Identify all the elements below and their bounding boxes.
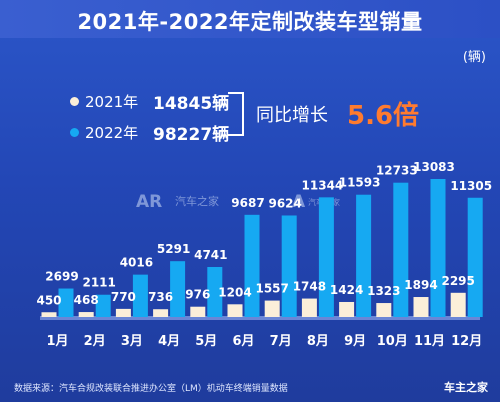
growth-value: 5.6倍 bbox=[347, 101, 420, 131]
data-label-2021-1: 450 bbox=[36, 293, 61, 307]
bar-2021-10 bbox=[376, 303, 392, 317]
data-label-2022-10: 12733 bbox=[376, 164, 418, 178]
data-label-2022-3: 4016 bbox=[120, 256, 153, 270]
legend-swatch-2021 bbox=[70, 97, 79, 106]
data-source-note: 数据来源：汽车合规改装联合推进办公室（LM）机动车终端销量数据 bbox=[14, 384, 288, 394]
bar-2021-1 bbox=[41, 312, 57, 317]
data-label-2021-7: 1557 bbox=[255, 282, 288, 296]
x-tick-1: 1月 bbox=[46, 334, 68, 349]
data-label-2021-12: 2295 bbox=[441, 274, 474, 288]
legend-total-2022: 98227辆 bbox=[153, 125, 230, 145]
data-label-2021-5: 976 bbox=[185, 288, 210, 302]
x-tick-3: 3月 bbox=[121, 334, 143, 349]
legend-item-2021: 2021年 14845辆 bbox=[70, 89, 229, 114]
bar-2022-10 bbox=[393, 182, 409, 317]
bar-2022-7 bbox=[281, 215, 297, 317]
x-tick-9: 9月 bbox=[344, 334, 366, 349]
chart-title: 2021年-2022年定制改装车型销量 bbox=[77, 10, 423, 34]
data-label-2022-8: 11344 bbox=[302, 178, 344, 192]
x-ticks-layer: 1月 2月 3月 4月 5月 6月 7月 8月 9月 10月 11月 12月 bbox=[46, 334, 482, 349]
x-tick-6: 6月 bbox=[232, 334, 254, 349]
data-label-2022-7: 9624 bbox=[268, 196, 301, 210]
x-tick-8: 8月 bbox=[307, 334, 329, 349]
bar-2022-9 bbox=[356, 194, 372, 317]
data-label-2022-1: 2699 bbox=[45, 270, 78, 284]
legend-year-2022: 2022年 bbox=[85, 124, 139, 142]
bar-2022-4 bbox=[170, 261, 186, 317]
data-label-2022-5: 4741 bbox=[194, 248, 227, 262]
bar-2022-6 bbox=[244, 214, 260, 317]
bar-2021-5 bbox=[190, 306, 206, 317]
watermark-mark-right: A bbox=[292, 192, 306, 212]
data-label-2022-2: 2111 bbox=[82, 276, 115, 290]
title-bar bbox=[0, 0, 500, 38]
footer-logo: 车主之家 bbox=[444, 381, 488, 394]
data-label-2022-11: 13083 bbox=[413, 160, 455, 174]
x-tick-7: 7月 bbox=[270, 334, 292, 349]
data-label-2022-4: 5291 bbox=[157, 242, 190, 256]
data-label-2021-2: 468 bbox=[74, 293, 99, 307]
bar-2022-2 bbox=[95, 294, 111, 317]
x-tick-5: 5月 bbox=[195, 334, 217, 349]
watermark-text-left: 汽车之家 bbox=[175, 194, 219, 208]
x-tick-11: 11月 bbox=[414, 334, 445, 349]
legend-bracket bbox=[228, 92, 244, 136]
bars-layer bbox=[41, 179, 483, 317]
bar-2022-5 bbox=[207, 266, 223, 317]
unit-label: (辆) bbox=[462, 50, 486, 65]
bar-2021-3 bbox=[115, 308, 131, 317]
bar-2022-1 bbox=[58, 288, 74, 317]
data-label-2022-12: 11305 bbox=[450, 179, 492, 193]
bar-2021-11 bbox=[413, 297, 429, 317]
bar-2021-9 bbox=[339, 301, 355, 317]
bar-2022-3 bbox=[132, 274, 148, 317]
bar-2021-2 bbox=[78, 312, 94, 317]
legend-swatch-2022 bbox=[70, 128, 79, 137]
bar-2021-8 bbox=[301, 298, 317, 317]
data-label-2021-9: 1424 bbox=[330, 283, 363, 297]
data-label-2022-9: 11593 bbox=[339, 176, 381, 190]
bar-2022-12 bbox=[467, 197, 483, 317]
data-label-2021-11: 1894 bbox=[404, 278, 437, 292]
x-tick-2: 2月 bbox=[84, 334, 106, 349]
x-tick-12: 12月 bbox=[451, 334, 482, 349]
legend-item-2022: 2022年 98227辆 bbox=[70, 120, 229, 145]
legend-year-2021: 2021年 bbox=[85, 93, 139, 111]
bar-2022-11 bbox=[430, 179, 446, 317]
bar-2021-7 bbox=[264, 300, 280, 317]
x-tick-4: 4月 bbox=[158, 334, 180, 349]
watermark-mark-left: AR bbox=[136, 192, 162, 212]
bar-2022-8 bbox=[318, 197, 334, 317]
data-label-2021-8: 1748 bbox=[293, 280, 326, 294]
data-label-2021-4: 736 bbox=[148, 290, 173, 304]
growth-label: 同比增长 bbox=[256, 105, 328, 126]
bar-2021-12 bbox=[450, 292, 466, 317]
chart-baseline bbox=[40, 316, 480, 320]
data-label-2021-6: 1204 bbox=[218, 285, 251, 299]
legend-total-2021: 14845辆 bbox=[153, 94, 230, 114]
data-label-2021-3: 770 bbox=[111, 290, 136, 304]
bar-2021-4 bbox=[153, 309, 169, 317]
data-label-2021-10: 1323 bbox=[367, 284, 400, 298]
data-label-2022-6: 9687 bbox=[231, 196, 264, 210]
x-tick-10: 10月 bbox=[377, 334, 408, 349]
bar-2021-6 bbox=[227, 304, 243, 317]
